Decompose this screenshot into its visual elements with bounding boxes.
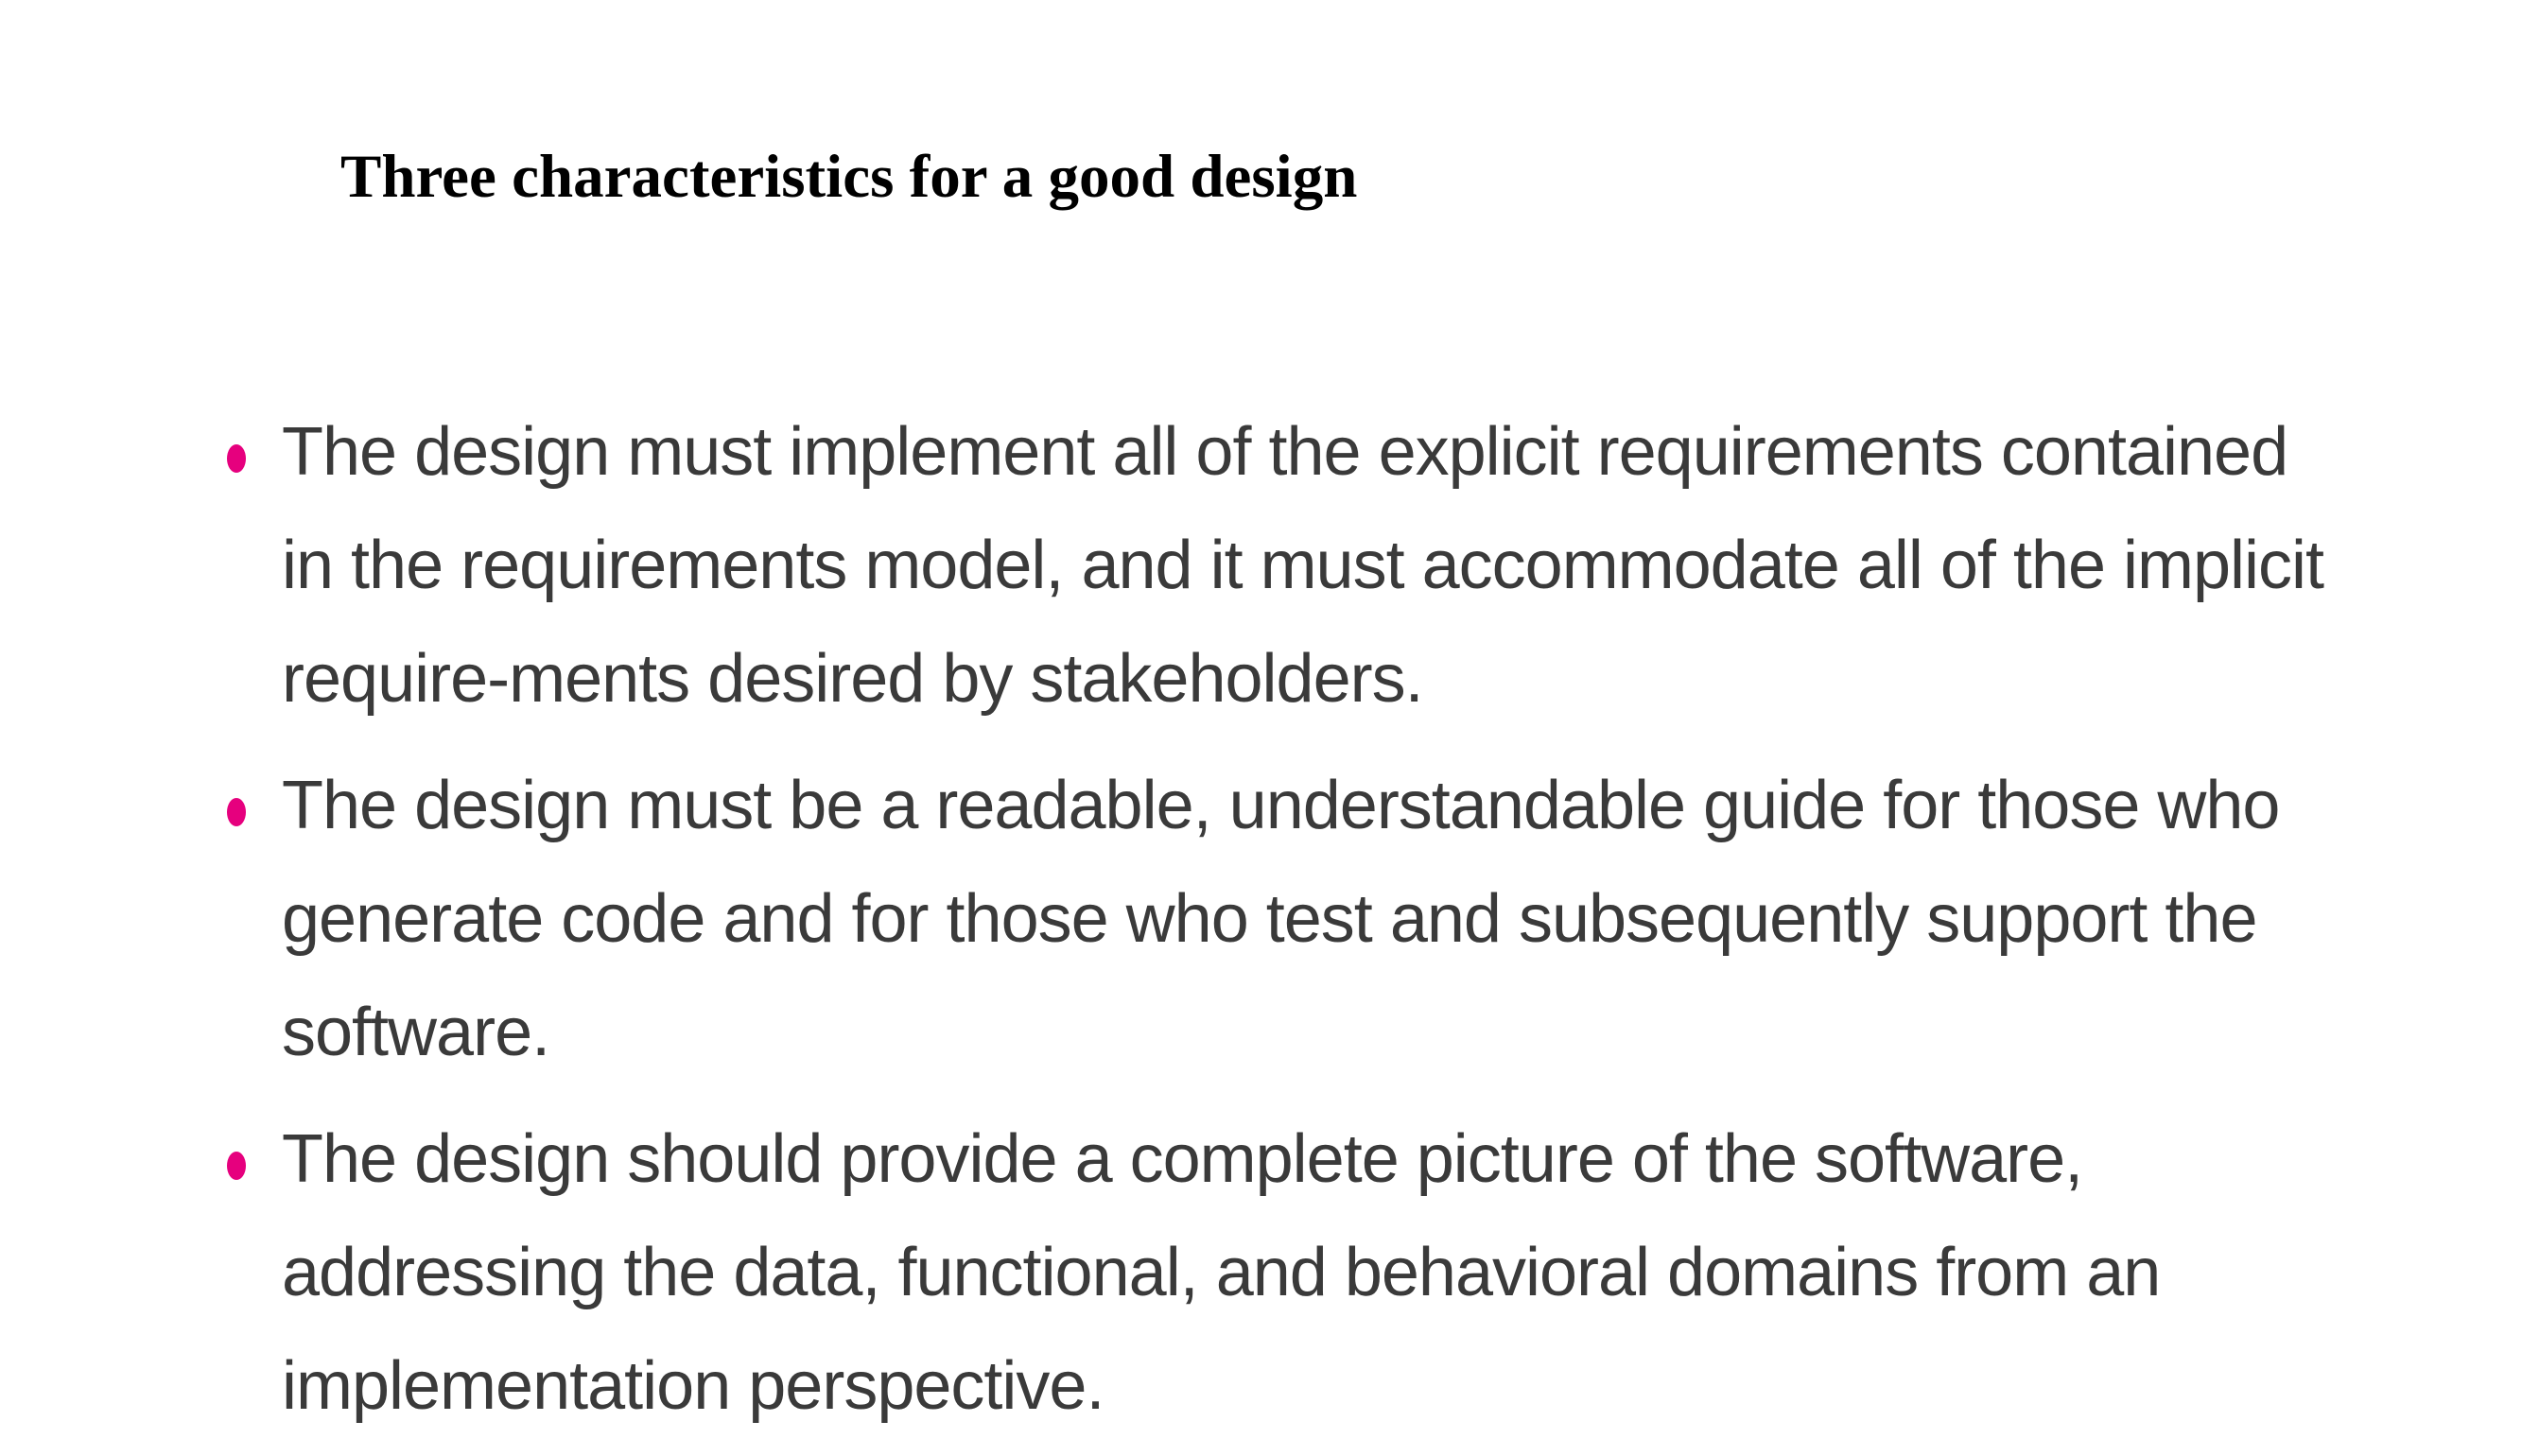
bullet-item-complete-picture: The design should provide a complete pic… (217, 1102, 2345, 1443)
bullet-list: The design must implement all of the exp… (217, 395, 2345, 1456)
bullet-dot-icon (227, 798, 246, 826)
bullet-text: The design must implement all of the exp… (282, 414, 2324, 717)
bullet-item-readable-guide: The design must be a readable, understan… (217, 749, 2345, 1089)
slide: Three characteristics for a good design … (227, 143, 2325, 1424)
bullet-dot-icon (227, 1152, 246, 1180)
bullet-text: The design should provide a complete pic… (282, 1121, 2161, 1424)
bullet-text: The design must be a readable, understan… (282, 768, 2280, 1070)
slide-title: Three characteristics for a good design (340, 143, 1358, 211)
bullet-dot-icon (227, 444, 246, 473)
bullet-item-implement-requirements: The design must implement all of the exp… (217, 395, 2345, 736)
